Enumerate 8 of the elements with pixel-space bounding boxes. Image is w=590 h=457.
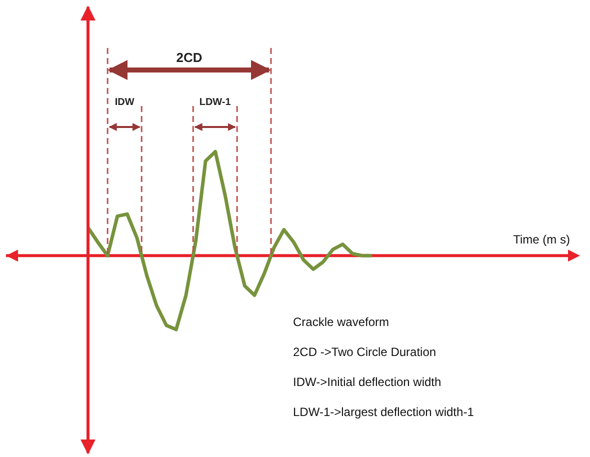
text: IDW->Initial deflection width bbox=[293, 375, 442, 389]
text: LDW-1->largest deflection width-1 bbox=[293, 405, 474, 419]
x-axis-title: Time (m s) bbox=[513, 232, 570, 247]
text: LDW-1 bbox=[199, 97, 232, 108]
text: 2CD ->Two Circle Duration bbox=[293, 345, 436, 359]
text: 2CD bbox=[176, 50, 202, 65]
text: IDW bbox=[114, 97, 135, 108]
annotation: Crackle waveform bbox=[293, 315, 390, 329]
